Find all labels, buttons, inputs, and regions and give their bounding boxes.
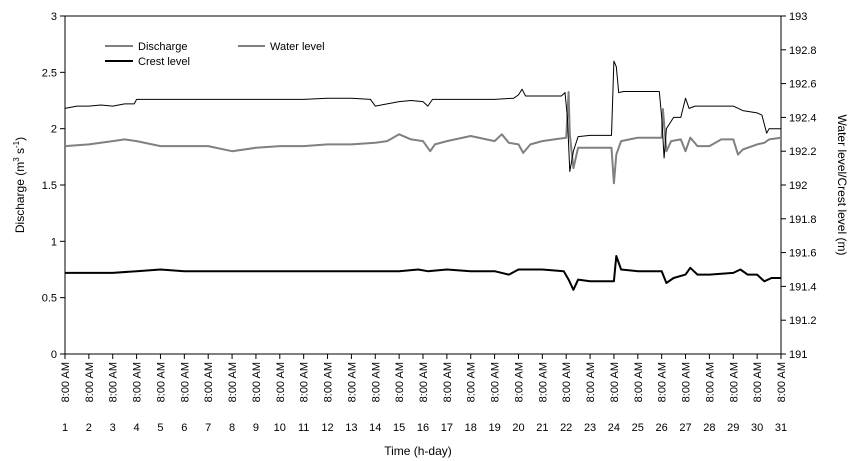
x-tick-time-label: 8:00 AM (370, 362, 382, 402)
x-tick-day-label: 30 (751, 422, 763, 434)
x-tick-time-label: 8:00 AM (776, 362, 788, 402)
x-tick-day-label: 14 (369, 422, 381, 434)
x-tick-time-label: 8:00 AM (275, 362, 287, 402)
x-tick-day-label: 8 (229, 422, 235, 434)
y-right-tick-label: 192.4 (789, 112, 817, 124)
x-tick-day-label: 23 (584, 422, 596, 434)
x-axis: 8:00 AM 1 8:00 AM 2 8:00 AM 3 8:00 AM 4 8:00 AM 5… (60, 354, 788, 434)
x-tick-time-label: 8:00 AM (728, 362, 740, 402)
y-right-tick-label: 193 (789, 11, 807, 23)
x-tick-time-label: 8:00 AM (394, 362, 406, 402)
y-left-tick-label: 1.5 (42, 180, 57, 192)
y-right-tick-label: 191 (789, 349, 807, 361)
x-tick-day-label: 6 (181, 422, 187, 434)
x-tick-day-label: 27 (679, 422, 691, 434)
y-left-tick-label: 2.5 (42, 67, 57, 79)
x-tick-time-label: 8:00 AM (513, 362, 525, 402)
x-tick-day-label: 10 (274, 422, 286, 434)
x-tick-time-label: 8:00 AM (227, 362, 239, 402)
x-tick-day-label: 18 (465, 422, 477, 434)
x-tick-day-label: 9 (253, 422, 259, 434)
x-tick-day-label: 29 (727, 422, 739, 434)
x-tick-day-label: 28 (703, 422, 715, 434)
x-tick-day-label: 26 (656, 422, 668, 434)
x-tick-time-label: 8:00 AM (657, 362, 669, 402)
y-right-tick-label: 191.8 (789, 214, 817, 226)
y-left-tick-label: 2 (51, 124, 57, 136)
x-tick-time-label: 8:00 AM (490, 362, 502, 402)
y-right-tick-label: 191.4 (789, 281, 817, 293)
x-tick-time-label: 8:00 AM (466, 362, 478, 402)
x-tick-day-label: 13 (345, 422, 357, 434)
x-tick-time-label: 8:00 AM (108, 362, 120, 402)
x-tick-day-label: 21 (536, 422, 548, 434)
x-tick-time-label: 8:00 AM (155, 362, 167, 402)
legend-label-crest-level: Crest level (138, 56, 190, 68)
x-tick-time-label: 8:00 AM (418, 362, 430, 402)
x-tick-day-label: 31 (775, 422, 787, 434)
x-tick-day-label: 3 (110, 422, 116, 434)
x-tick-day-label: 5 (157, 422, 163, 434)
x-tick-day-label: 17 (441, 422, 453, 434)
x-tick-day-label: 22 (560, 422, 572, 434)
legend-label-water-level: Water level (270, 41, 325, 53)
y-right-tick-label: 192.8 (789, 45, 817, 57)
x-tick-day-label: 12 (321, 422, 333, 434)
x-tick-day-label: 25 (632, 422, 644, 434)
x-tick-day-label: 11 (298, 422, 309, 434)
x-tick-time-label: 8:00 AM (537, 362, 549, 402)
x-tick-time-label: 8:00 AM (179, 362, 191, 402)
x-tick-day-label: 24 (608, 422, 620, 434)
series-group (65, 61, 781, 290)
series-line-crest-level (65, 256, 781, 290)
x-tick-time-label: 8:00 AM (346, 362, 358, 402)
legend: Discharge Water level Crest level (105, 41, 325, 68)
legend-label-discharge: Discharge (138, 41, 188, 53)
y-left-tick-label: 0.5 (42, 293, 57, 305)
series-line-discharge (65, 61, 781, 171)
x-axis-title: Time (h-day) (384, 444, 452, 458)
x-tick-time-label: 8:00 AM (132, 362, 144, 402)
x-tick-time-label: 8:00 AM (633, 362, 645, 402)
y-right-tick-label: 192.2 (789, 146, 817, 158)
x-tick-day-label: 16 (417, 422, 429, 434)
x-tick-day-label: 4 (134, 422, 140, 434)
x-tick-time-label: 8:00 AM (752, 362, 764, 402)
y-right-tick-label: 191.2 (789, 315, 817, 327)
x-tick-day-label: 7 (205, 422, 211, 434)
y-left-tick-label: 3 (51, 11, 57, 23)
x-tick-time-label: 8:00 AM (251, 362, 263, 402)
series-line-water-level (65, 92, 781, 183)
x-tick-day-label: 2 (86, 422, 92, 434)
x-tick-time-label: 8:00 AM (609, 362, 621, 402)
x-tick-time-label: 8:00 AM (84, 362, 96, 402)
y-axis-right: 191 191.2 191.4 191.6 191.8 192 192.2 192.4 192.… (781, 11, 817, 361)
y-axis-left: 0 0.5 1 1.5 2 2.5 3 (42, 11, 65, 361)
x-tick-day-label: 20 (512, 422, 524, 434)
y-right-tick-label: 192.6 (789, 79, 817, 91)
y-right-tick-label: 191.6 (789, 248, 817, 260)
x-tick-day-label: 15 (393, 422, 405, 434)
x-tick-day-label: 1 (62, 422, 68, 434)
y-left-tick-label: 1 (51, 236, 57, 248)
x-tick-time-label: 8:00 AM (299, 362, 311, 402)
x-tick-time-label: 8:00 AM (60, 362, 72, 402)
x-tick-time-label: 8:00 AM (704, 362, 716, 402)
y-axis-left-title: Discharge (m3 s-1) (12, 137, 27, 233)
x-tick-time-label: 8:00 AM (585, 362, 597, 402)
y-axis-right-title: Water level/Crest level (m) (835, 115, 849, 256)
x-tick-day-label: 19 (488, 422, 500, 434)
y-right-tick-label: 192 (789, 180, 807, 192)
x-tick-time-label: 8:00 AM (561, 362, 573, 402)
x-tick-time-label: 8:00 AM (203, 362, 215, 402)
x-tick-time-label: 8:00 AM (681, 362, 693, 402)
x-tick-time-label: 8:00 AM (442, 362, 454, 402)
y-left-tick-label: 0 (51, 349, 57, 361)
x-tick-time-label: 8:00 AM (323, 362, 335, 402)
